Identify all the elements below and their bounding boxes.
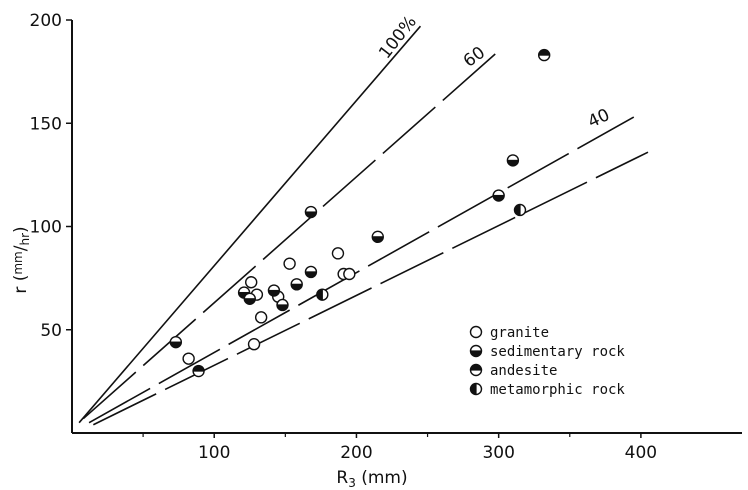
marker-fill xyxy=(193,365,205,372)
reference-line-3 xyxy=(88,116,635,424)
marker-outline xyxy=(247,338,261,351)
point-metamorphic-rock xyxy=(316,288,329,301)
axes: 100 200 300 400 50 100 150 200 R3 (mm) r (mm/hr) xyxy=(11,11,742,490)
point-andesite xyxy=(192,364,205,378)
point-sedimentary-rock xyxy=(506,154,520,167)
marker-fill xyxy=(276,304,288,311)
legend-marker-granite xyxy=(469,325,483,339)
reference-line-label: 60 xyxy=(460,43,489,72)
point-sedimentary-rock xyxy=(304,205,318,219)
marker-outline xyxy=(182,352,195,365)
marker-outline xyxy=(343,267,356,281)
y-axis-title: r (mm/hr) xyxy=(11,226,32,293)
point-sedimentary-rock xyxy=(169,335,183,349)
reference-lines: 100% 60 40 xyxy=(78,12,649,426)
y-tick-label: 100 xyxy=(30,218,62,238)
x-tick-label: 300 xyxy=(482,443,514,463)
legend-label: andesite xyxy=(490,363,557,379)
marker-fill xyxy=(291,284,303,290)
point-granite xyxy=(254,311,268,324)
point-sedimentary-rock xyxy=(371,230,384,244)
reference-line-2 xyxy=(82,50,500,420)
legend-marker-andesite xyxy=(469,363,483,377)
marker-outline xyxy=(244,276,258,289)
point-andesite xyxy=(537,48,551,62)
point-granite xyxy=(247,338,261,351)
point-granite xyxy=(244,276,258,289)
legend-marker-sedimentary-rock xyxy=(469,344,483,358)
marker-fill xyxy=(305,212,317,218)
point-metamorphic-rock xyxy=(513,203,527,217)
marker-fill xyxy=(538,49,550,56)
reference-line-4 xyxy=(92,151,649,426)
legend-label: granite xyxy=(490,325,549,341)
point-granite xyxy=(283,257,296,270)
data-points xyxy=(169,48,551,378)
marker-outline xyxy=(469,325,483,339)
marker-fill xyxy=(244,298,256,305)
x-axis-title: R3 (mm) xyxy=(336,468,407,490)
marker-fill xyxy=(493,195,505,202)
reference-line-label: 100% xyxy=(375,12,421,63)
point-sedimentary-rock xyxy=(276,298,289,312)
legend-label: metamorphic rock xyxy=(490,382,625,398)
x-tick-label: 200 xyxy=(340,443,372,463)
y-tick-label: 200 xyxy=(30,11,62,31)
point-granite xyxy=(343,267,356,281)
y-tick-label: 150 xyxy=(30,114,62,134)
marker-outline xyxy=(254,311,268,324)
marker-fill xyxy=(268,290,280,297)
marker-fill xyxy=(470,351,482,357)
point-granite xyxy=(182,352,195,365)
legend: granite sedimentary rock andesite metamorph… xyxy=(469,325,625,398)
reference-line-1 xyxy=(78,25,422,424)
marker-fill xyxy=(514,204,520,216)
x-tick-label: 400 xyxy=(625,443,657,463)
marker-fill xyxy=(470,364,482,370)
marker-fill xyxy=(305,271,317,278)
marker-fill xyxy=(170,342,182,348)
reference-line-label: 40 xyxy=(585,105,613,132)
legend-marker-metamorphic-rock xyxy=(469,382,483,396)
y-tick-label: 50 xyxy=(40,321,62,341)
marker-fill xyxy=(507,160,519,166)
marker-outline xyxy=(283,257,296,270)
marker-fill xyxy=(372,236,384,243)
marker-fill xyxy=(316,289,323,301)
marker-outline xyxy=(331,247,345,260)
point-sedimentary-rock xyxy=(243,292,256,305)
legend-label: sedimentary rock xyxy=(490,344,625,360)
point-sedimentary-rock xyxy=(267,284,281,297)
point-sedimentary-rock xyxy=(290,278,303,291)
point-sedimentary-rock xyxy=(304,265,318,279)
point-granite xyxy=(331,247,345,260)
marker-fill xyxy=(470,383,476,395)
point-sedimentary-rock xyxy=(492,189,505,202)
x-tick-label: 100 xyxy=(198,443,230,463)
